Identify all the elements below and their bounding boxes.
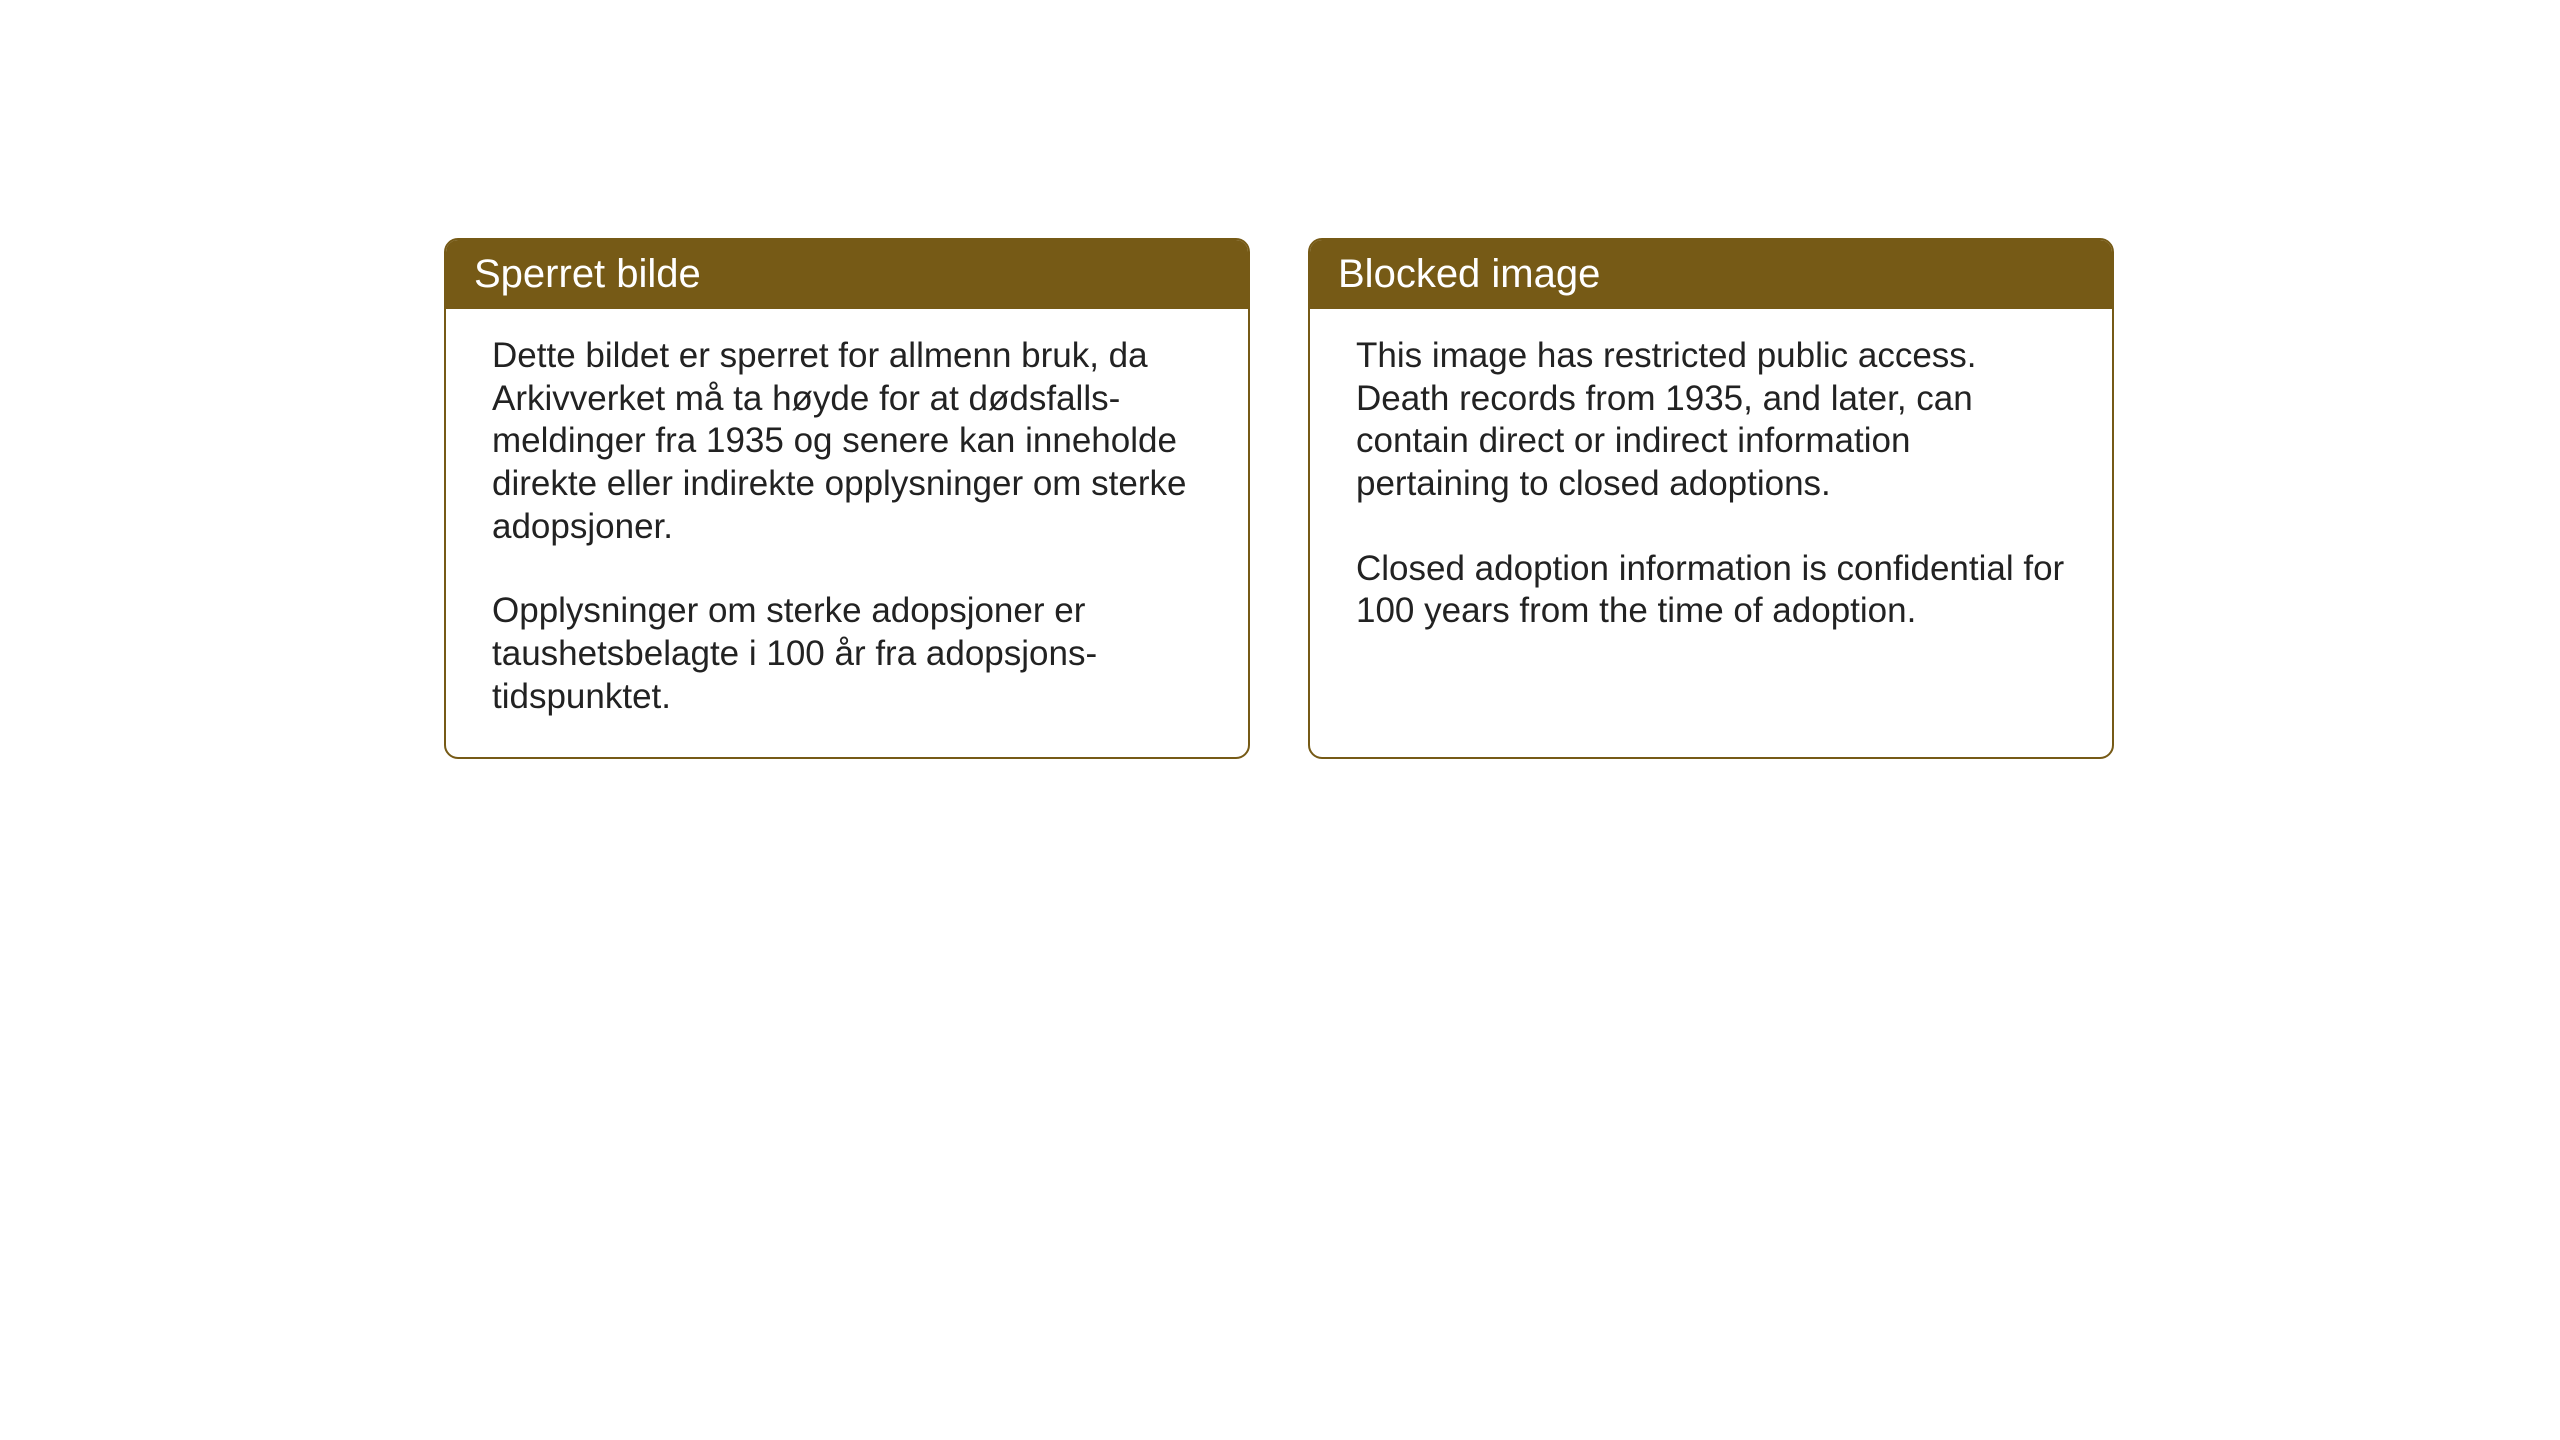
notice-container: Sperret bilde Dette bildet er sperret fo… xyxy=(444,238,2114,759)
norwegian-card-header: Sperret bilde xyxy=(446,240,1248,309)
english-paragraph-2: Closed adoption information is confident… xyxy=(1356,548,2066,633)
norwegian-paragraph-2: Opplysninger om sterke adopsjoner er tau… xyxy=(492,590,1202,718)
english-card-header: Blocked image xyxy=(1310,240,2112,309)
norwegian-notice-card: Sperret bilde Dette bildet er sperret fo… xyxy=(444,238,1250,759)
english-card-title: Blocked image xyxy=(1338,252,1600,296)
english-card-body: This image has restricted public access.… xyxy=(1310,309,2112,671)
norwegian-card-title: Sperret bilde xyxy=(474,252,701,296)
english-paragraph-1: This image has restricted public access.… xyxy=(1356,335,2066,506)
english-notice-card: Blocked image This image has restricted … xyxy=(1308,238,2114,759)
norwegian-paragraph-1: Dette bildet er sperret for allmenn bruk… xyxy=(492,335,1202,548)
norwegian-card-body: Dette bildet er sperret for allmenn bruk… xyxy=(446,309,1248,757)
